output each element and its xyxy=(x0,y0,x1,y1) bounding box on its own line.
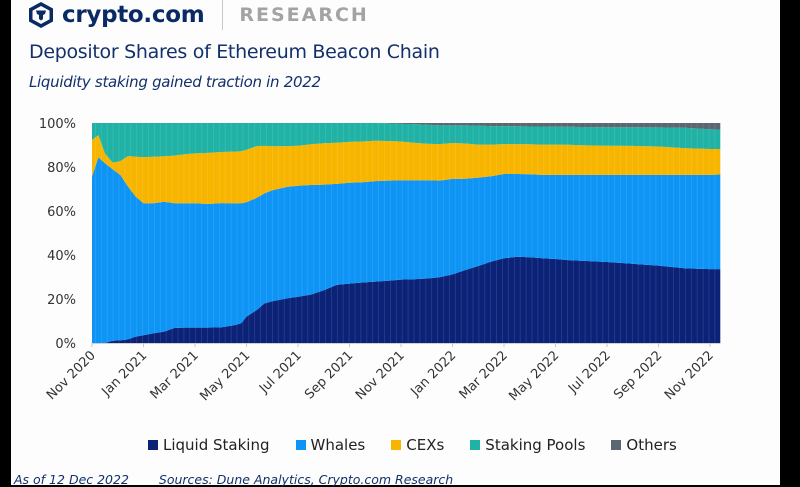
legend-swatch xyxy=(470,440,481,450)
x-tick-label: Jan 2021 xyxy=(99,348,151,400)
sources-note: Sources: Dune Analytics, Crypto.com Rese… xyxy=(158,472,454,487)
brand-name: crypto.com xyxy=(62,2,205,28)
y-tick-label: 20% xyxy=(47,293,76,308)
area-cexs xyxy=(92,135,721,204)
legend-item-staking-pools: Staking Pools xyxy=(470,436,585,454)
brand-divider xyxy=(222,0,224,30)
area-whales xyxy=(92,157,721,343)
area-layers xyxy=(92,123,721,343)
area-staking-pools xyxy=(92,123,721,163)
chart-subtitle: Liquidity staking gained traction in 202… xyxy=(29,73,321,91)
brand-header: crypto.com RESEARCH xyxy=(28,0,369,30)
legend-swatch xyxy=(391,440,402,450)
x-tick-label: Nov 2020 xyxy=(44,348,99,403)
x-tick-label: Nov 2022 xyxy=(662,348,717,403)
legend-label: CEXs xyxy=(406,436,445,454)
as-of-date: As of 12 Dec 2022 xyxy=(14,472,129,487)
x-tick-label: Mar 2022 xyxy=(457,348,511,402)
legend-item-liquid-staking: Liquid Staking xyxy=(148,436,270,454)
legend-label: Others xyxy=(626,436,677,454)
y-tick-label: 0% xyxy=(55,337,76,352)
x-tick-label: May 2022 xyxy=(506,348,562,404)
x-tick-label: Jan 2022 xyxy=(408,348,460,400)
legend-swatch xyxy=(295,440,306,450)
area-others xyxy=(92,123,721,130)
legend-label: Liquid Staking xyxy=(163,436,270,454)
y-tick-label: 60% xyxy=(47,205,76,220)
area-liquid-staking xyxy=(92,256,721,343)
legend-label: Whales xyxy=(310,436,366,454)
legend-item-whales: Whales xyxy=(295,436,366,454)
legend-item-cexs: CEXs xyxy=(391,436,444,454)
x-tick-label: May 2021 xyxy=(197,348,253,404)
chart-legend: Liquid Staking Whales CEXs Staking Pools Oth… xyxy=(148,436,703,454)
x-tick-label: Sep 2021 xyxy=(302,348,356,402)
legend-swatch xyxy=(611,440,622,450)
y-tick-label: 40% xyxy=(47,249,76,264)
legend-item-others: Others xyxy=(611,436,677,454)
chart-footer: As of 12 Dec 2022 Sources: Dune Analytic… xyxy=(14,472,479,487)
y-tick-label: 100% xyxy=(39,117,76,132)
y-tick-label: 80% xyxy=(47,161,76,176)
x-tick-label: Jul 2021 xyxy=(256,348,305,397)
column-stripes xyxy=(95,123,716,343)
legend-label: Staking Pools xyxy=(485,436,586,454)
lion-shield-icon xyxy=(29,2,53,28)
x-tick-label: Nov 2021 xyxy=(353,348,408,403)
x-tick-label: Sep 2022 xyxy=(611,348,665,402)
brand-section: RESEARCH xyxy=(239,4,369,26)
chart-title: Depositor Shares of Ethereum Beacon Chai… xyxy=(29,41,440,63)
y-axis: 0% 20% 40% 60% 80% 100% xyxy=(39,117,76,352)
legend-swatch xyxy=(148,440,158,450)
x-tick-label: Mar 2021 xyxy=(148,348,202,402)
x-tick-label: Jul 2022 xyxy=(565,348,614,397)
